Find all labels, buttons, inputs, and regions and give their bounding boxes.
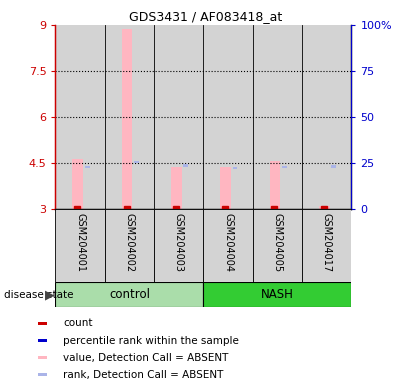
Text: GSM204003: GSM204003: [174, 213, 184, 272]
Text: control: control: [109, 288, 150, 301]
Bar: [38, 356, 46, 359]
Bar: [319, 206, 330, 209]
Bar: [134, 161, 139, 163]
Bar: [282, 166, 287, 168]
Text: GSM204004: GSM204004: [223, 213, 233, 272]
Bar: [55, 209, 105, 282]
Bar: [55, 25, 105, 209]
Bar: [55, 282, 203, 307]
Text: GDS3431 / AF083418_at: GDS3431 / AF083418_at: [129, 10, 282, 23]
Bar: [38, 322, 46, 325]
Bar: [253, 25, 302, 209]
Text: count: count: [63, 318, 93, 328]
Bar: [154, 209, 203, 282]
Text: disease state: disease state: [4, 290, 74, 300]
Bar: [171, 167, 182, 209]
Bar: [105, 209, 154, 282]
Text: NASH: NASH: [261, 288, 294, 301]
Bar: [105, 25, 154, 209]
Text: value, Detection Call = ABSENT: value, Detection Call = ABSENT: [63, 353, 229, 362]
Bar: [253, 209, 302, 282]
Bar: [233, 167, 238, 169]
Bar: [203, 209, 253, 282]
Bar: [183, 164, 188, 167]
Bar: [302, 25, 351, 209]
Bar: [270, 161, 280, 209]
Bar: [38, 373, 46, 376]
Bar: [154, 25, 203, 209]
Text: GSM204002: GSM204002: [125, 213, 134, 272]
Bar: [122, 29, 132, 209]
Bar: [203, 25, 253, 209]
Bar: [203, 282, 351, 307]
Text: percentile rank within the sample: percentile rank within the sample: [63, 336, 239, 346]
Bar: [331, 165, 336, 167]
Bar: [72, 159, 83, 209]
Text: GSM204005: GSM204005: [272, 213, 282, 272]
Text: GSM204017: GSM204017: [322, 213, 332, 272]
Text: GSM204001: GSM204001: [75, 213, 85, 272]
Bar: [220, 167, 231, 209]
Bar: [302, 209, 351, 282]
Bar: [38, 339, 46, 342]
Bar: [85, 166, 90, 168]
Text: rank, Detection Call = ABSENT: rank, Detection Call = ABSENT: [63, 370, 224, 380]
Text: ▶: ▶: [45, 288, 55, 301]
